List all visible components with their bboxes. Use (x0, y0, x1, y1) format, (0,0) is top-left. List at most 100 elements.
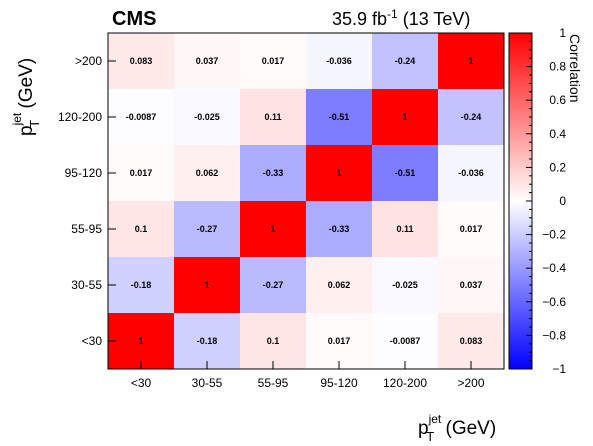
heatmap-cell (438, 89, 505, 146)
y-axis-title-sup: jet (10, 112, 24, 126)
heatmap-cell (438, 257, 505, 314)
cell-value-label: -0.18 (197, 336, 218, 346)
cell-value-label: -0.24 (395, 56, 416, 66)
cell-value-label: 0.037 (460, 280, 483, 290)
colorbar-tick-label: 0.2 (549, 160, 566, 174)
heatmap-cell (108, 33, 175, 90)
y-tick-label: 30-55 (71, 278, 102, 292)
colorbar-tick-label: 0 (559, 194, 566, 208)
y-axis-title-main: p (16, 125, 37, 136)
heatmap-cell (372, 313, 439, 370)
cell-value-label: 0.11 (264, 112, 281, 122)
cell-value-label: 0.083 (130, 56, 153, 66)
cell-value-label: -0.025 (194, 112, 220, 122)
cell-value-label: 1 (138, 336, 143, 346)
heatmap-cell (438, 33, 505, 90)
y-axis-ticks: >200 120-200 95-120 55-95 30-55 <30 (58, 54, 116, 348)
cell-value-label: 1 (336, 168, 341, 178)
colorbar-tick-label: 0.6 (549, 93, 566, 107)
x-axis-title: pjet T (GeV) (418, 412, 496, 444)
cell-value-label: 0.062 (328, 280, 351, 290)
x-tick-label: >200 (457, 376, 484, 390)
cell-value-label: -0.036 (458, 168, 484, 178)
luminosity-energy: (13 TeV) (398, 9, 471, 29)
cell-value-label: -0.0087 (126, 112, 157, 122)
heatmap-cell (174, 145, 241, 202)
heatmap-cell (372, 257, 439, 314)
x-axis-title-main: p (418, 418, 429, 439)
cell-value-label: -0.51 (395, 168, 416, 178)
heatmap-cells: 0.083 0.037 0.017 -0.036 -0.24 1 -0.0087 -0.025… (108, 33, 505, 370)
heatmap-cell (108, 145, 175, 202)
y-tick-label: >200 (75, 54, 102, 68)
x-axis-title-sub: T (426, 429, 434, 444)
cell-value-label: 1 (402, 112, 407, 122)
experiment-label: CMS (112, 8, 156, 30)
cell-value-label: -0.036 (326, 56, 352, 66)
colorbar-tick-label: −0.4 (542, 261, 566, 275)
colorbar-tick-label: −0.8 (542, 328, 566, 342)
colorbar-tick-label: −0.2 (542, 228, 566, 242)
colorbar-tick-label: 0.4 (549, 127, 566, 141)
cell-value-label: -0.27 (197, 224, 218, 234)
cell-value-label: 0.1 (267, 336, 280, 346)
heatmap-cell (240, 89, 307, 146)
x-axis-ticks: <30 30-55 55-95 95-120 120-200 >200 (131, 361, 485, 390)
heatmap-cell (108, 89, 175, 146)
y-tick-label: 120-200 (58, 110, 102, 124)
y-axis-title-sub: T (27, 120, 42, 128)
heatmap-cell (438, 313, 505, 370)
x-tick-label: 30-55 (192, 376, 223, 390)
heatmap-cell (240, 313, 307, 370)
x-tick-label: <30 (131, 376, 152, 390)
heatmap-cell (306, 89, 373, 146)
cell-value-label: 0.017 (262, 56, 285, 66)
x-axis-title-sup: jet (428, 412, 442, 426)
y-tick-label: <30 (82, 334, 103, 348)
luminosity-label: 35.9 fb-1 (13 TeV) (332, 7, 470, 29)
heatmap-cell (372, 145, 439, 202)
heatmap-cell (306, 145, 373, 202)
heatmap-cell (240, 257, 307, 314)
plot-frame (107, 32, 505, 370)
x-axis-title-unit: (GeV) (440, 418, 496, 439)
heatmap-cell (306, 201, 373, 258)
heatmap-cell (108, 313, 175, 370)
colorbar-tick-label: −0.6 (542, 295, 566, 309)
cell-value-label: 0.017 (130, 168, 153, 178)
colorbar-title: Correlation (567, 34, 583, 102)
heatmap-cell (306, 33, 373, 90)
luminosity-exponent: -1 (387, 7, 398, 21)
cell-value-label: 0.037 (196, 56, 219, 66)
heatmap-cell (174, 201, 241, 258)
heatmap-cell (108, 201, 175, 258)
cell-value-label: 1 (204, 280, 209, 290)
heatmap-cell (240, 145, 307, 202)
heatmap-cell (240, 201, 307, 258)
heatmap-cell (174, 33, 241, 90)
cell-value-label: -0.24 (461, 112, 482, 122)
cell-value-label: -0.33 (329, 224, 350, 234)
heatmap-cell (306, 313, 373, 370)
luminosity-value: 35.9 fb (332, 9, 387, 29)
cell-value-label: 0.083 (460, 336, 483, 346)
colorbar-tick-label: 0.8 (549, 60, 566, 74)
cell-value-label: -0.18 (131, 280, 152, 290)
heatmap-cell (372, 33, 439, 90)
cell-value-label: 0.11 (396, 224, 413, 234)
heatmap-cell (174, 313, 241, 370)
y-tick-label: 95-120 (65, 166, 103, 180)
colorbar-ticks: 1 0.8 0.6 0.4 0.2 0 −0.2 −0.4 −0.6 −0.8 −1 (526, 26, 566, 376)
heatmap-cell (108, 257, 175, 314)
cell-value-label: 1 (468, 56, 473, 66)
x-tick-label: 120-200 (383, 376, 427, 390)
y-axis-title: pjet T (GeV) (10, 58, 42, 136)
heatmap-cell (438, 145, 505, 202)
colorbar-tick-label: 1 (559, 26, 566, 40)
heatmap-cell (174, 89, 241, 146)
cell-value-label: -0.0087 (390, 336, 421, 346)
cell-value-label: -0.025 (392, 280, 418, 290)
heatmap-cell (372, 201, 439, 258)
cell-value-label: 0.062 (196, 168, 219, 178)
cell-value-label: -0.27 (263, 280, 284, 290)
